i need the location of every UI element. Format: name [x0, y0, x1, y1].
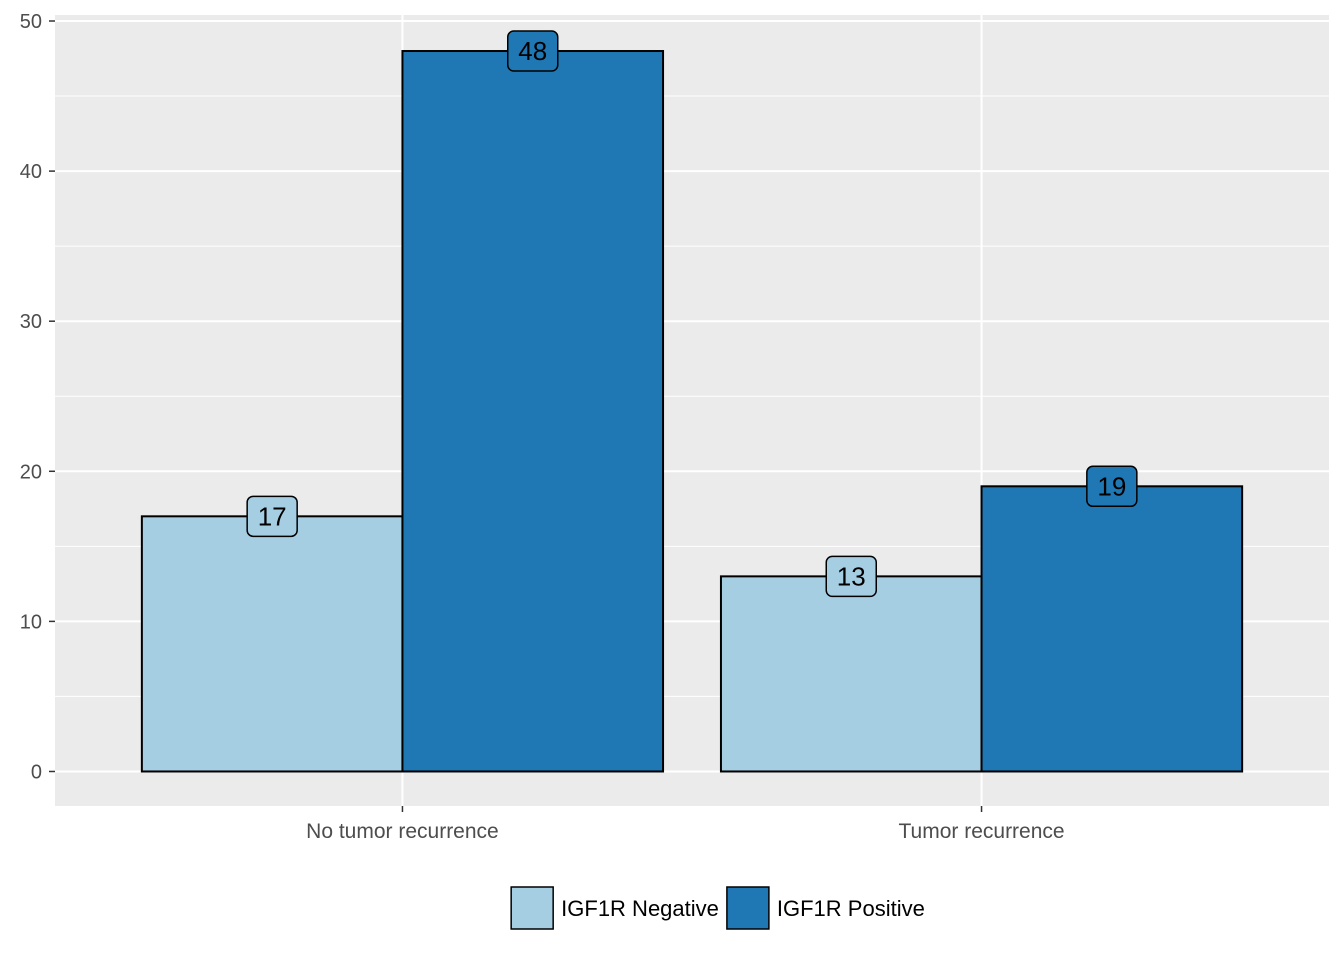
legend-key [726, 886, 770, 930]
legend-key [510, 886, 554, 930]
data-label-box [507, 30, 559, 72]
y-tick-label: 10 [20, 611, 42, 633]
data-label: 19 [1097, 471, 1126, 501]
legend-label: IGF1R Negative [561, 896, 719, 921]
legend-label: IGF1R Positive [777, 896, 925, 921]
y-tick-label: 20 [20, 461, 42, 483]
x-axis: No tumor recurrence Tumor recurrence [306, 806, 1065, 843]
bar [140, 515, 404, 773]
bar [980, 485, 1244, 773]
y-axis: 0 10 20 30 40 50 [20, 11, 55, 783]
data-label-box [825, 555, 877, 598]
y-tick-label: 50 [20, 11, 42, 33]
bar [401, 50, 665, 773]
data-label: 48 [518, 36, 547, 66]
data-labels: 17 48 13 19 [246, 30, 1138, 598]
bars [140, 50, 1244, 773]
x-tick-label: No tumor recurrence [306, 820, 499, 843]
y-tick-label: 30 [20, 311, 42, 333]
legend: IGF1R Negative IGF1R Positive [510, 886, 925, 930]
y-tick-label: 40 [20, 161, 42, 183]
y-tick-label: 0 [31, 761, 42, 783]
data-label-box [1086, 465, 1138, 508]
data-label: 13 [837, 561, 866, 591]
data-label: 17 [258, 501, 287, 531]
data-label-box [246, 495, 298, 538]
bar [719, 575, 983, 773]
x-tick-label: Tumor recurrence [898, 820, 1064, 843]
